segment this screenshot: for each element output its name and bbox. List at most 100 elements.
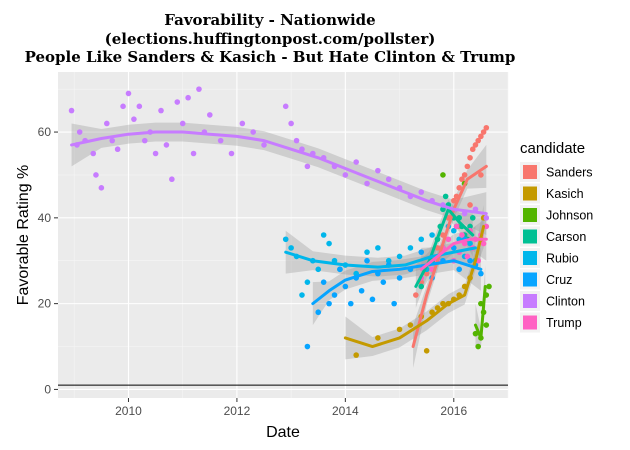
clinton-point xyxy=(131,116,137,122)
rubio-point xyxy=(450,227,457,234)
cruz-point xyxy=(364,257,370,264)
trump-point xyxy=(459,232,465,238)
rubio-point xyxy=(467,240,473,247)
legend-label-rubio: Rubio xyxy=(546,252,579,266)
clinton-point xyxy=(185,94,191,101)
kasich-point xyxy=(396,326,403,333)
clinton-point xyxy=(282,103,289,110)
clinton-point xyxy=(342,172,349,178)
clinton-point xyxy=(68,107,75,114)
cruz-point xyxy=(396,275,403,281)
clinton-point xyxy=(293,137,300,144)
cruz-point xyxy=(418,249,425,255)
clinton-point xyxy=(375,167,381,174)
clinton-point xyxy=(120,103,126,110)
rubio-point xyxy=(429,232,435,238)
rubio-point xyxy=(288,245,294,251)
legend-label-clinton: Clinton xyxy=(546,295,585,309)
cruz-point xyxy=(391,300,397,307)
clinton-point xyxy=(179,120,186,127)
sanders-point xyxy=(467,154,473,161)
kasich-point xyxy=(353,352,359,358)
clinton-point xyxy=(385,176,392,183)
chart-title-line-2: (elections.huffingtonpost.com/pollster) xyxy=(105,30,436,48)
legend-label-carson: Carson xyxy=(546,230,586,244)
clinton-point xyxy=(418,189,425,195)
x-tick-label: 2014 xyxy=(332,404,359,418)
sanders-confidence-band xyxy=(413,144,487,368)
carson-point xyxy=(418,283,425,290)
smoothed-fit-lines xyxy=(70,130,488,349)
sanders-point xyxy=(467,202,473,208)
sanders-point xyxy=(480,129,487,135)
rubio-point xyxy=(364,249,370,255)
cruz-point xyxy=(358,287,365,294)
legend-label-trump: Trump xyxy=(546,316,582,330)
kasich-point xyxy=(423,348,430,354)
sanders-point xyxy=(472,142,479,148)
grid-lines xyxy=(58,72,509,398)
clinton-point xyxy=(288,120,294,127)
rubio-fit-line xyxy=(284,246,477,269)
legend-label-sanders: Sanders xyxy=(546,166,593,180)
johnson-point xyxy=(486,283,492,290)
clinton-point xyxy=(152,150,159,157)
legend-label-kasich: Kasich xyxy=(546,187,584,201)
trump-point xyxy=(453,223,460,230)
clinton-point xyxy=(93,172,99,178)
clinton-point xyxy=(364,180,370,187)
x-axis-title: Date xyxy=(266,424,300,441)
y-tick-label: 40 xyxy=(38,211,52,225)
clinton-point xyxy=(261,142,267,148)
trump-point xyxy=(483,223,490,230)
cruz-point xyxy=(467,257,473,264)
trump-point xyxy=(480,240,487,247)
sanders-point xyxy=(475,137,481,144)
sanders-point xyxy=(450,197,457,204)
clinton-point xyxy=(158,107,164,114)
clinton-point xyxy=(98,185,105,191)
clinton-point xyxy=(217,137,224,144)
axis-ticks: 2010 2012 2014 2016 0 20 40 60 xyxy=(38,125,468,418)
clinton-point xyxy=(125,90,132,97)
cruz-point xyxy=(326,300,332,307)
x-tick-label: 2010 xyxy=(115,404,142,418)
rubio-point xyxy=(326,240,332,247)
sanders-point xyxy=(423,270,430,277)
clinton-point xyxy=(76,129,83,135)
legend-key-clinton xyxy=(523,294,537,308)
rubio-point xyxy=(385,257,392,264)
clinton-point xyxy=(141,137,148,144)
legend-key-carson xyxy=(523,229,537,244)
johnson-point xyxy=(475,343,481,350)
x-tick-label: 2016 xyxy=(440,404,467,418)
cruz-point xyxy=(331,292,338,298)
clinton-point xyxy=(228,150,235,157)
cruz-point xyxy=(320,279,327,285)
y-tick-label: 0 xyxy=(44,382,51,396)
clinton-point xyxy=(353,159,359,165)
kasich-point xyxy=(375,335,381,341)
clinton-fit-line xyxy=(70,130,488,216)
sanders-point xyxy=(456,185,463,191)
chart-title-line-3: People Like Sanders & Kasich - But Hate … xyxy=(25,48,516,66)
y-axis-title: Favorable Rating % xyxy=(15,165,32,306)
legend-key-cruz xyxy=(523,272,537,287)
rubio-point xyxy=(304,279,311,285)
rubio-point xyxy=(396,253,403,260)
cruz-point xyxy=(315,309,322,316)
y-tick-label: 60 xyxy=(38,125,52,139)
clinton-point xyxy=(163,142,170,148)
johnson-point xyxy=(440,172,446,178)
rubio-point xyxy=(407,245,414,251)
sanders-point xyxy=(483,124,490,131)
carson-point xyxy=(467,223,473,230)
legend-key-trump xyxy=(523,315,537,330)
legend-title: candidate xyxy=(520,140,585,157)
legend-label-johnson: Johnson xyxy=(546,209,593,223)
sanders-point xyxy=(478,172,484,178)
cruz-point xyxy=(342,283,349,290)
sanders-fit-line xyxy=(411,164,488,349)
clinton-point xyxy=(483,215,490,221)
